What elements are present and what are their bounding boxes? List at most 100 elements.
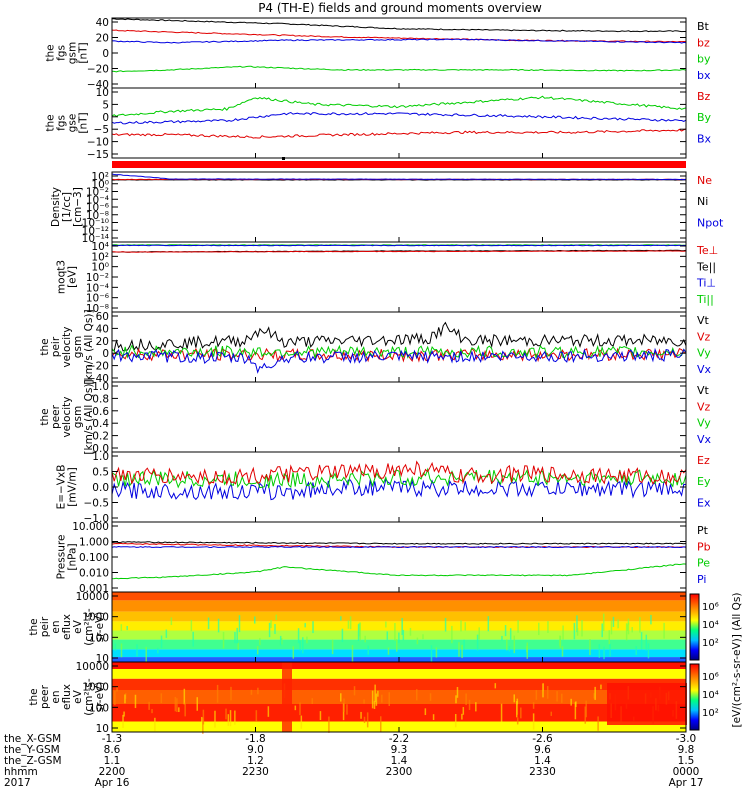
spectrogram-band <box>112 611 686 622</box>
y-axis-label: [cm−3] <box>72 187 84 227</box>
spectrogram-streak <box>478 627 480 640</box>
spectrogram-streak <box>617 619 619 629</box>
legend-Ti||: Ti|| <box>696 293 714 306</box>
spectrogram-streak <box>160 635 163 649</box>
x-row-label: the_X-GSM <box>4 733 61 745</box>
panel-peir_spectrogram: 10000 1000 100 10 the peir en eflux eV (cm²-s-sr-… <box>28 591 687 665</box>
spectrogram-streak <box>388 692 390 707</box>
spectrogram-streak <box>455 695 457 704</box>
y-tick-label: 60 <box>96 311 109 323</box>
spectrogram-streak <box>468 699 471 710</box>
y-tick-label: 10² <box>91 251 109 263</box>
spectrogram-streak <box>608 630 611 645</box>
spectrogram-streak <box>430 645 433 663</box>
panel-frame <box>111 381 687 453</box>
spectrogram-streak <box>506 639 508 651</box>
y-tick-label: 10⁻⁴ <box>86 194 109 206</box>
y-tick-label: −5 <box>94 124 109 136</box>
spectrogram-streak <box>402 629 405 641</box>
legend-Bt: Bt <box>697 20 710 33</box>
spectrogram-streak <box>374 684 376 702</box>
y-tick-label: −20 <box>87 361 109 373</box>
spectrogram-streak <box>255 710 258 722</box>
y-tick-label: 1.0 <box>92 381 109 393</box>
x-tick-value: 1.2 <box>247 755 264 767</box>
colorbar-tick-label: 10⁴ <box>702 620 719 631</box>
spectrogram-streak <box>602 613 605 632</box>
y-tick-label: 0.010 <box>79 568 109 580</box>
spectrogram-streak <box>114 643 117 651</box>
spectrogram-streak <box>487 616 490 632</box>
y-axis-label: fgs <box>56 45 68 61</box>
spectrogram-streak <box>190 619 193 632</box>
legend-Pt: Pt <box>697 524 709 537</box>
spectrogram-streak <box>456 686 459 698</box>
y-tick-label: 0 <box>102 112 109 124</box>
legend-Bx: Bx <box>697 132 712 145</box>
y-tick-label: −1.0 <box>84 513 110 525</box>
y-axis-label: the <box>39 408 51 425</box>
x-tick-value: 1.5 <box>678 755 695 767</box>
spectrogram-streak <box>377 690 379 697</box>
colorbar-tick-label: 10⁶ <box>702 672 719 683</box>
y-axis-label: [eV] <box>67 266 79 288</box>
spectrogram-streak <box>340 693 342 702</box>
y-tick-label: 0.8 <box>92 393 109 405</box>
spectrogram-streak <box>556 691 558 702</box>
legend-Ex: Ex <box>697 496 711 509</box>
spectrogram-streak <box>409 627 412 636</box>
spectrogram-streak <box>343 698 345 713</box>
series-Npot <box>111 173 687 181</box>
legend-Vy: Vy <box>697 347 711 360</box>
legend-Ti⊥: Ti⊥ <box>696 277 716 290</box>
y-axis-label: E=−VxB <box>56 465 68 510</box>
y-axis-label: eflux <box>61 684 73 710</box>
colorbar: 10⁶ 10⁴ 10² 10⁶ 10⁴ 10² [eV/(cm²-s-sr-eV)] (Al… <box>689 593 743 731</box>
spectrogram-streak <box>294 705 297 711</box>
spectrogram-streak <box>366 712 369 728</box>
spectrogram-streak <box>114 690 116 706</box>
x-tick-value: 2330 <box>529 766 556 778</box>
spectrogram-streak <box>513 635 516 654</box>
spectrogram-streak <box>460 620 462 632</box>
legend-By: By <box>697 111 712 124</box>
spectrogram-streak <box>561 646 564 657</box>
spectrogram-streak <box>375 693 378 706</box>
y-axis-label: the <box>45 44 57 61</box>
spectrogram-streak <box>508 646 511 652</box>
spectrogram-streak <box>299 702 301 716</box>
spectrogram-streak <box>363 699 365 704</box>
y-axis-label: eV <box>72 689 84 703</box>
panel-peer_velocity: 1.00.80.60.40.20.0 the peer velocity gsm [km/… <box>39 379 712 455</box>
spectrogram-streak <box>516 717 519 725</box>
y-tick-label: 100 <box>89 632 109 644</box>
spectrogram-streak <box>200 716 203 722</box>
series-Vx <box>111 347 687 374</box>
y-axis-label: fgs <box>56 115 68 131</box>
spectrogram-streak <box>509 628 512 640</box>
y-tick-label: 10⁻⁸ <box>86 303 109 315</box>
spectrogram-streak <box>259 637 261 646</box>
spectrogram-streak <box>196 697 198 711</box>
series-Vt <box>111 321 687 352</box>
spectrogram-streak <box>532 702 535 709</box>
spectrogram-streak <box>347 620 350 629</box>
y-axis-label: en <box>50 620 62 633</box>
legend-bz: bz <box>697 36 710 49</box>
spectrogram-streak <box>351 645 354 662</box>
x-tick-value: 2230 <box>242 766 269 778</box>
spectrogram-streak <box>165 629 168 638</box>
y-tick-label: 10000 <box>76 591 109 603</box>
spectrogram-streak <box>134 694 137 709</box>
spectrogram-streak <box>183 688 186 705</box>
y-tick-label: 10⁻¹⁴ <box>82 233 109 245</box>
panel-frame <box>111 171 687 243</box>
spectrogram-band <box>112 690 686 704</box>
y-axis-label: moqt3 <box>56 260 68 294</box>
y-tick-label: −20 <box>87 64 109 76</box>
y-axis-label: gsm <box>67 42 79 64</box>
spectrogram-streak <box>124 694 126 704</box>
x-tick-value: 9.0 <box>247 744 264 756</box>
series-Ey <box>111 467 687 489</box>
